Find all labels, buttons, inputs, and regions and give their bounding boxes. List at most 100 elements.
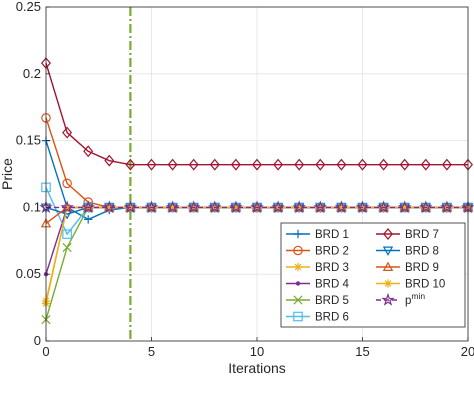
- data-point-pmin: [334, 200, 349, 214]
- legend-entry-brd-10: BRD 10: [376, 279, 445, 291]
- data-point-pmin: [208, 200, 222, 214]
- data-point-pmin: [165, 200, 180, 214]
- legend-entry-brd-8: BRD 8: [376, 246, 439, 258]
- data-point-brd-10: [62, 203, 72, 212]
- legend-label-brd-9: BRD 9: [405, 262, 439, 274]
- data-point-pmin: [123, 200, 138, 214]
- legend-marker-brd-2: [293, 245, 303, 256]
- legend-marker-brd-7: [383, 228, 393, 240]
- data-point-pmin: [271, 200, 285, 214]
- data-point-brd-7: [209, 158, 220, 171]
- data-point-pmin: [60, 200, 74, 214]
- data-point-brd-5: [62, 242, 72, 253]
- x-tick-label: 15: [355, 344, 369, 359]
- data-point-brd-7: [104, 154, 115, 167]
- legend-marker-brd-9: [382, 261, 394, 271]
- data-point-pmin: [81, 200, 95, 214]
- data-point-brd-7: [62, 126, 73, 139]
- legend: BRD 1 BRD 7 BRD 2 BRD 8 BRD 3 BRD 9 BRD 4 BRD 1…: [280, 222, 466, 328]
- data-point-brd-10: [295, 203, 304, 212]
- legend-marker-brd-1: [293, 229, 303, 239]
- data-point-pmin: [376, 200, 391, 214]
- data-point-pmin: [250, 200, 264, 214]
- y-tick-label: 0.15: [16, 133, 41, 148]
- legend-entry-brd-7: BRD 7: [376, 228, 439, 241]
- x-tick-label: 10: [250, 344, 264, 359]
- data-point-brd-7: [188, 158, 199, 171]
- legend-entry-brd-9: BRD 9: [376, 261, 439, 274]
- data-point-pmin: [292, 200, 306, 214]
- data-point-pmin: [397, 200, 412, 214]
- data-point-brd-10: [168, 203, 177, 212]
- series-brd-7: [41, 57, 473, 171]
- legend-marker-brd-6: [293, 311, 303, 322]
- data-point-brd-7: [294, 158, 305, 171]
- legend-marker-brd-4: [295, 281, 301, 286]
- legend-label-brd-1: BRD 1: [315, 229, 349, 241]
- data-point-brd-1: [84, 215, 93, 224]
- legend-entry-brd-2: BRD 2: [286, 246, 349, 258]
- legend-marker-pmin: [381, 292, 395, 306]
- legend-label-brd-7: BRD 7: [405, 229, 439, 241]
- legend-marker-brd-3: [293, 262, 303, 272]
- legend-entry-brd-1: BRD 1: [286, 229, 349, 241]
- legend-entry-brd-4: BRD 4: [286, 279, 349, 291]
- series-line-brd-7: [45, 62, 468, 166]
- series-pmin: [39, 200, 474, 214]
- data-point-pmin: [313, 200, 328, 214]
- data-point-pmin: [355, 200, 370, 214]
- x-tick-label: 20: [461, 344, 474, 359]
- legend-label-superscript: min: [411, 291, 425, 301]
- data-point-brd-6: [62, 229, 72, 239]
- series-group: [39, 57, 474, 325]
- data-point-brd-7: [146, 158, 157, 171]
- y-tick-label: 0.1: [23, 199, 41, 214]
- data-point-brd-7: [441, 158, 452, 171]
- legend-box: [280, 222, 466, 328]
- legend-entry-brd-5: BRD 5: [286, 295, 349, 307]
- legend-marker-brd-10: [383, 279, 393, 288]
- data-point-brd-7: [420, 158, 431, 171]
- data-point-brd-10: [105, 203, 114, 212]
- data-point-brd-7: [167, 158, 178, 171]
- data-point-brd-7: [83, 145, 94, 158]
- data-point-brd-2: [62, 178, 72, 189]
- legend-label-brd-4: BRD 4: [315, 279, 349, 291]
- legend-marker-brd-8: [382, 246, 394, 256]
- data-point-brd-10: [231, 203, 241, 212]
- data-point-brd-7: [357, 158, 368, 171]
- legend-label-brd-6: BRD 6: [315, 312, 349, 324]
- x-tick-label: 0: [42, 344, 49, 359]
- legend-label-brd-5: BRD 5: [315, 295, 349, 307]
- data-point-brd-7: [315, 158, 326, 171]
- data-point-pmin: [186, 200, 201, 214]
- legend-entry-brd-6: BRD 6: [286, 312, 349, 324]
- legend-marker-brd-5: [293, 295, 303, 305]
- data-point-brd-7: [125, 158, 136, 171]
- data-point-brd-7: [273, 158, 284, 171]
- legend-label-brd-10: BRD 10: [405, 279, 445, 291]
- legend-label-brd-3: BRD 3: [315, 262, 349, 274]
- data-point-pmin: [144, 200, 159, 214]
- y-tick-label: 0.2: [23, 66, 41, 81]
- legend-entry-brd-3: BRD 3: [286, 262, 349, 274]
- data-point-pmin: [440, 200, 454, 214]
- data-point-pmin: [229, 200, 243, 214]
- data-point-brd-10: [400, 203, 409, 212]
- x-tick-label: 5: [148, 344, 155, 359]
- y-axis-label: Price: [0, 158, 15, 190]
- x-axis-label: Iterations: [228, 360, 286, 376]
- y-tick-label: 0.25: [16, 0, 41, 14]
- data-point-brd-7: [378, 158, 389, 171]
- data-point-pmin: [102, 200, 117, 214]
- data-point-brd-10: [337, 203, 346, 212]
- data-point-brd-7: [336, 158, 347, 171]
- y-tick-label: 0: [34, 333, 41, 348]
- y-tick-label: 0.05: [16, 266, 41, 281]
- data-point-brd-7: [230, 158, 241, 171]
- data-point-brd-7: [252, 158, 262, 171]
- legend-label-brd-2: BRD 2: [315, 246, 349, 258]
- data-point-brd-7: [399, 158, 410, 171]
